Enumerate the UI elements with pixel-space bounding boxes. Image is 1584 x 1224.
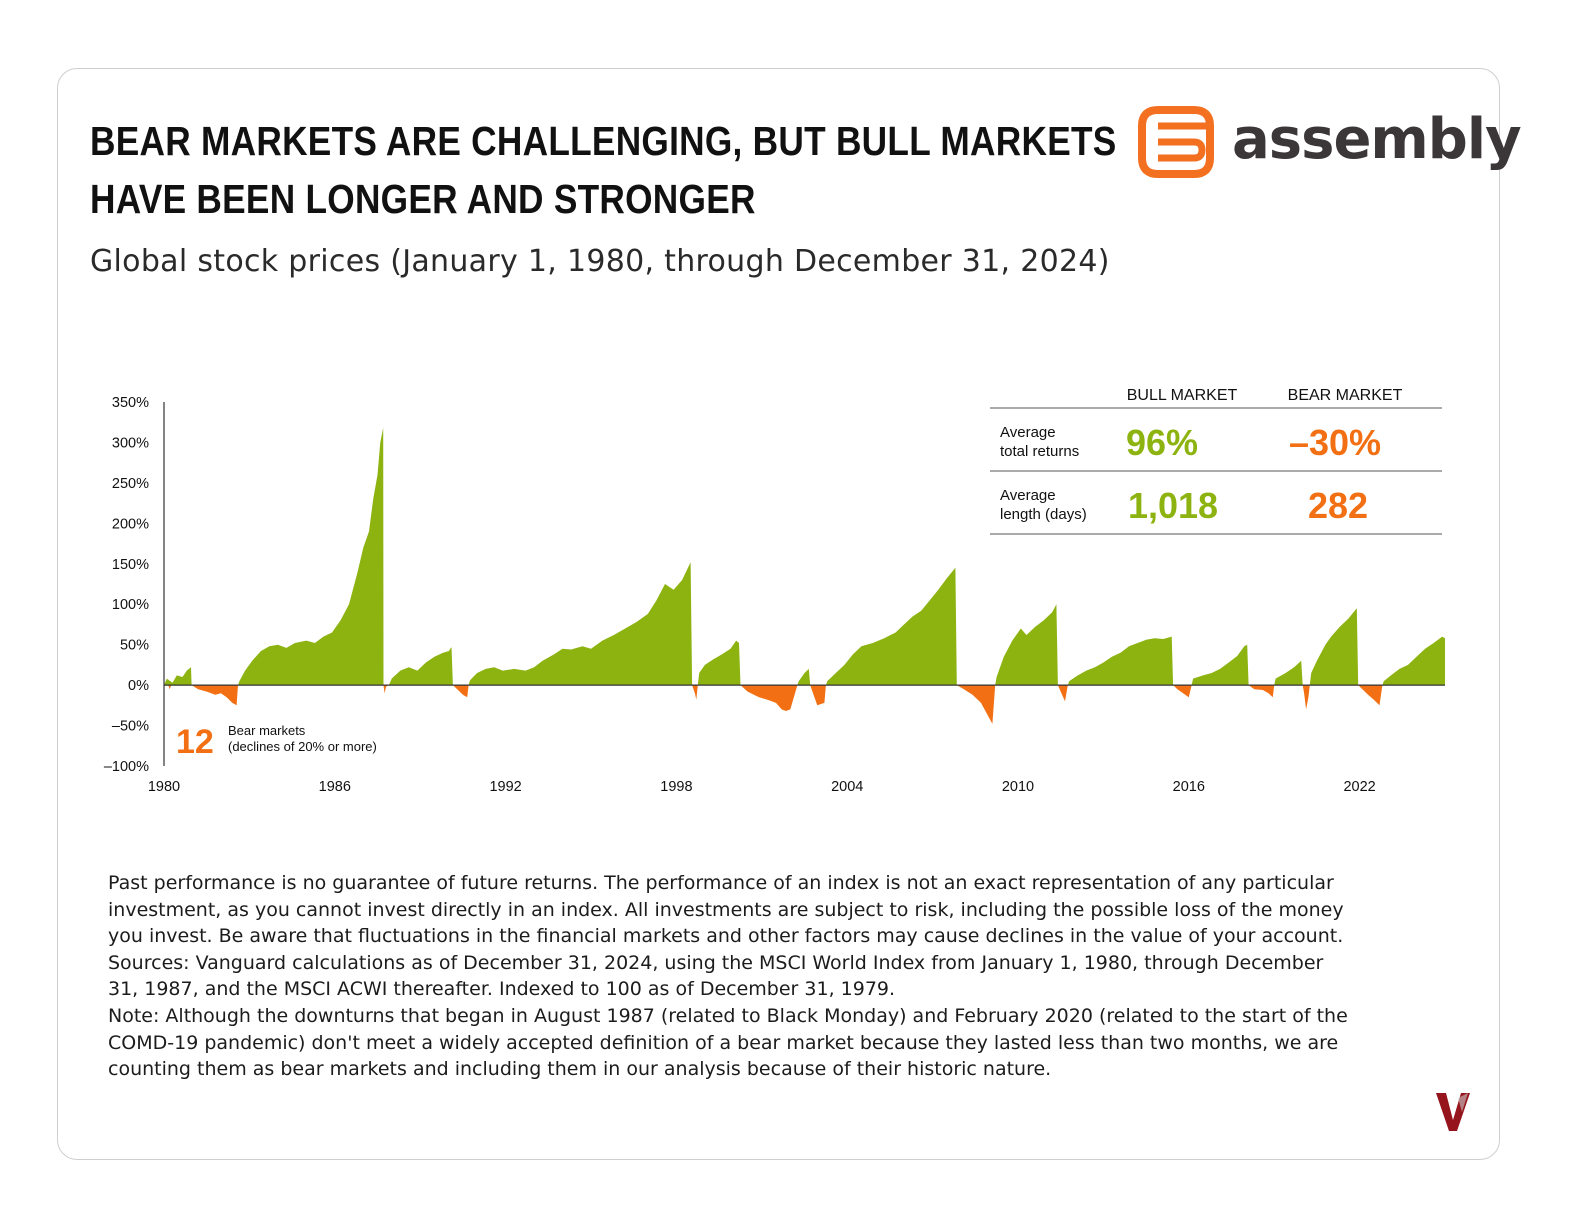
chart-subtitle: Global stock prices (January 1, 1980, th… <box>90 244 1110 279</box>
avg-bull-return: 96% <box>1126 422 1198 463</box>
bull-market-area <box>1191 644 1249 686</box>
y-tick-label: 350% <box>112 395 149 411</box>
content-card <box>57 68 1500 1160</box>
assembly-wordmark: assembly <box>1232 107 1522 172</box>
bear-market-area <box>1248 685 1275 698</box>
bull-market-area <box>1309 608 1359 686</box>
bull-market-area <box>238 427 384 686</box>
bull-market-area <box>1274 660 1303 686</box>
row2-label-line2: length (days) <box>1000 506 1087 523</box>
bear-market-area <box>1302 685 1310 710</box>
bear-count-annotation: 12 Bear markets (declines of 20% or more… <box>176 723 377 761</box>
title-line-2: HAVE BEEN LONGER AND STRONGER <box>90 176 756 222</box>
row1-label-line1: Average <box>1000 424 1056 441</box>
summary-table: BULL MARKET BEAR MARKET Average total re… <box>988 387 1443 536</box>
row2-label-line1: Average <box>1000 487 1056 504</box>
chart: 350% 300% 250% 200% 150% 100% 50% 0% –50% –100% 1… <box>104 387 1445 795</box>
vanguard-ship-icon <box>1436 1093 1470 1131</box>
bear-annotation-line2: (declines of 20% or more) <box>228 739 377 754</box>
x-axis: 1980 1986 1992 1998 2004 2010 2016 2022 <box>148 779 1376 795</box>
disclaimer-text: Past performance is no guarantee of futu… <box>108 872 1344 948</box>
bear-market-area <box>168 685 172 690</box>
footnotes: Past performance is no guarantee of futu… <box>108 870 1358 1083</box>
y-tick-label: 0% <box>128 678 149 694</box>
col-header-bear: BEAR MARKET <box>1288 387 1403 404</box>
avg-bear-length: 282 <box>1308 485 1368 526</box>
bear-market-area <box>956 685 996 724</box>
y-axis: 350% 300% 250% 200% 150% 100% 50% 0% –50% –100% <box>104 395 149 775</box>
bear-market-area <box>810 685 826 706</box>
row1-label-line2: total returns <box>1000 443 1079 460</box>
bull-market-area <box>825 567 957 686</box>
bear-market-area <box>383 685 389 694</box>
avg-bull-length: 1,018 <box>1128 485 1218 526</box>
assembly-logo: assembly <box>1136 104 1522 184</box>
chart-areas <box>164 427 1445 724</box>
bull-market-area <box>1382 636 1445 686</box>
y-tick-label: 200% <box>112 516 149 532</box>
y-tick-label: 300% <box>112 435 149 451</box>
x-tick-label: 2004 <box>831 779 863 795</box>
y-tick-label: 150% <box>112 557 149 573</box>
note-text: Note: Although the downturns that began … <box>108 1004 1348 1081</box>
x-tick-label: 2022 <box>1343 779 1375 795</box>
bear-count: 12 <box>176 723 214 761</box>
bear-market-area <box>191 685 238 706</box>
y-tick-label: 100% <box>112 597 149 613</box>
avg-bear-return: –30% <box>1289 422 1381 463</box>
bear-market-area <box>1057 685 1068 702</box>
bull-market-area <box>697 640 741 686</box>
sources-text: Sources: Vanguard calculations as of Dec… <box>108 951 1324 1001</box>
x-tick-label: 1992 <box>489 779 521 795</box>
bear-annotation-line1: Bear markets <box>228 723 306 738</box>
y-tick-label: –100% <box>104 759 149 775</box>
bull-market-area <box>468 562 693 686</box>
bull-market-area <box>164 667 192 686</box>
bull-market-area <box>388 647 453 686</box>
bull-market-area <box>995 604 1058 686</box>
bear-market-area <box>1358 685 1383 706</box>
bull-market-area <box>797 668 811 686</box>
x-tick-label: 1986 <box>319 779 351 795</box>
col-header-bull: BULL MARKET <box>1127 387 1238 404</box>
title-line-1: BEAR MARKETS ARE CHALLENGING, BUT BULL M… <box>90 118 1117 164</box>
bear-market-area <box>740 685 798 711</box>
x-tick-label: 2010 <box>1002 779 1034 795</box>
bear-market-area <box>692 685 698 700</box>
y-tick-label: 50% <box>120 638 149 654</box>
bear-market-area <box>1173 685 1192 698</box>
summary-table-bg <box>988 408 1443 536</box>
bull-market-area <box>1067 636 1174 686</box>
x-tick-label: 1980 <box>148 779 180 795</box>
assembly-logo-icon <box>1138 106 1214 178</box>
page-title: BEAR MARKETS ARE CHALLENGING, BUT BULL M… <box>90 112 1117 228</box>
bear-market-area <box>452 685 469 698</box>
x-tick-label: 1998 <box>660 779 692 795</box>
y-tick-label: 250% <box>112 476 149 492</box>
y-tick-label: –50% <box>112 719 149 735</box>
x-tick-label: 2016 <box>1173 779 1205 795</box>
